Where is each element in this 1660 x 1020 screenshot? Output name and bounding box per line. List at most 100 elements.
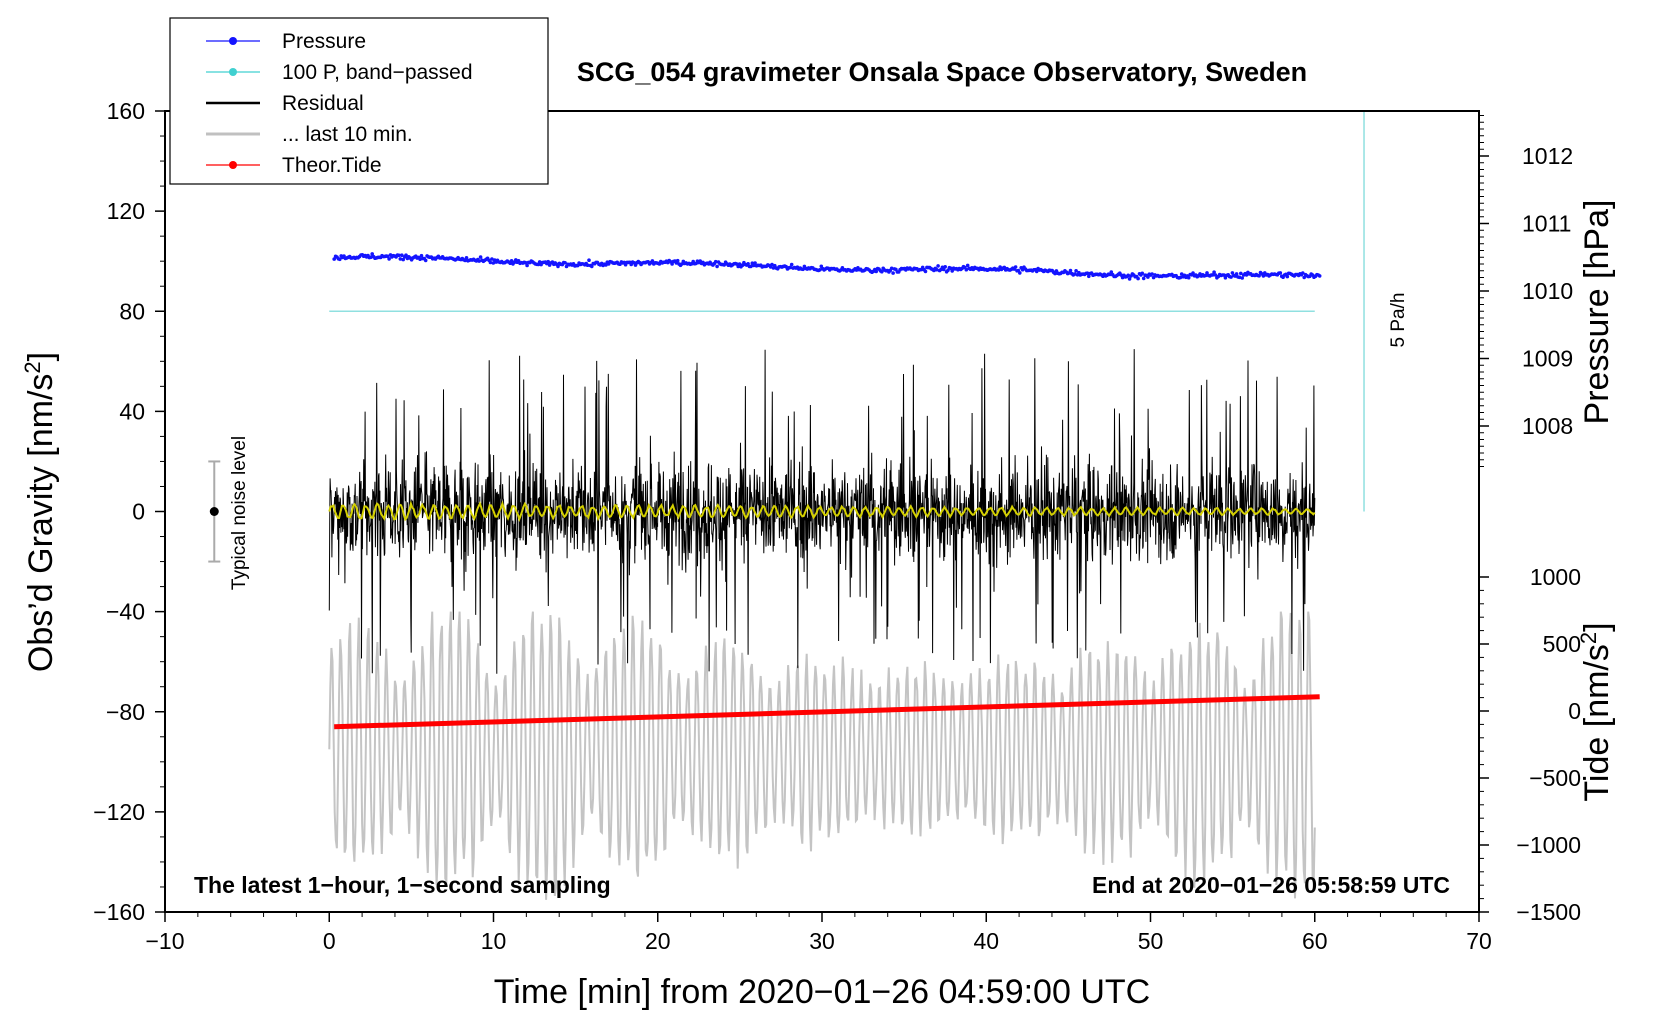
x-tick-label: 10 xyxy=(481,928,507,954)
pressure-point xyxy=(713,259,718,264)
pressure-point xyxy=(563,261,567,265)
noise-level-label: Typical noise level xyxy=(229,436,250,590)
pressure-point xyxy=(936,264,940,268)
pressure-point xyxy=(1186,275,1191,280)
pressure-point xyxy=(401,257,406,262)
pressure-point xyxy=(404,253,408,257)
pressure-point xyxy=(880,269,884,274)
pressure-point xyxy=(387,257,391,261)
pressure-point xyxy=(996,268,1001,272)
last-10-min-line xyxy=(328,611,1316,900)
pressure-series xyxy=(332,252,1322,281)
end-time-note: End at 2020−01−26 05:58:59 UTC xyxy=(1092,872,1450,898)
pressure-point xyxy=(1191,271,1195,275)
y-tick-label: 120 xyxy=(107,198,145,224)
pressure-tick-label: 1011 xyxy=(1522,211,1571,237)
x-tick-label: 60 xyxy=(1302,928,1328,954)
tide-tick-label: −1000 xyxy=(1516,832,1581,858)
pressure-point xyxy=(964,267,969,272)
legend-marker xyxy=(229,37,237,45)
y-tick-label: 0 xyxy=(132,499,145,525)
pressure-point xyxy=(1151,275,1156,280)
pressure-point xyxy=(1136,276,1140,281)
pressure-point xyxy=(604,263,608,267)
pressure-point xyxy=(525,263,529,268)
pressure-point xyxy=(369,255,373,259)
pressure-point xyxy=(338,257,342,262)
pressure-point xyxy=(889,266,894,271)
pressure-point xyxy=(1018,271,1022,275)
pressure-point xyxy=(1074,269,1078,273)
tide-axis: 1000 500 0 −500 −1000 −1500 xyxy=(1479,564,1581,925)
legend-label: Residual xyxy=(282,92,364,115)
pressure-point xyxy=(587,258,591,263)
pressure-point xyxy=(753,261,757,265)
y-tick-label: −40 xyxy=(106,599,145,625)
smoothed-residual-line xyxy=(328,500,1316,523)
pressure-point xyxy=(1053,271,1057,276)
legend-marker xyxy=(229,161,237,169)
pressure-point xyxy=(1237,275,1242,280)
pressure-point xyxy=(1179,272,1184,276)
pressure-point xyxy=(1034,269,1039,274)
pressure-point xyxy=(1278,271,1283,275)
theoretical-tide-line xyxy=(334,694,1320,730)
legend-label: 100 P, band−passed xyxy=(282,61,473,84)
pressure-point xyxy=(523,260,528,265)
pressure-point xyxy=(537,260,542,264)
pressure-point xyxy=(398,257,403,261)
x-axis-label: Time [min] from 2020−01−26 04:59:00 UTC xyxy=(494,973,1150,1011)
pressure-point xyxy=(1212,270,1216,275)
pressure-point xyxy=(1068,268,1073,273)
pressure-point xyxy=(423,258,428,263)
pressure-point xyxy=(585,263,590,268)
tide-axis-label: Tide [nm/s2] xyxy=(1576,622,1617,801)
pressure-point xyxy=(419,253,424,258)
plot-area xyxy=(208,111,1365,900)
pressure-point xyxy=(746,262,750,266)
x-tick-label: 0 xyxy=(323,928,336,954)
pressure-point xyxy=(332,257,337,261)
pressure-point xyxy=(1240,276,1244,280)
tide-tick-label: 1000 xyxy=(1530,564,1581,590)
pressure-point xyxy=(1239,271,1243,276)
rate-marker-label: 5 Pa/h xyxy=(1388,293,1409,348)
pressure-point xyxy=(1140,271,1145,276)
pressure-point xyxy=(1210,273,1215,277)
pressure-point xyxy=(556,264,560,269)
pressure-point xyxy=(1150,272,1154,276)
pressure-tick-label: 1009 xyxy=(1522,346,1573,372)
tide-tick-label: −500 xyxy=(1529,765,1581,791)
pressure-point xyxy=(1234,272,1239,276)
x-axis: −10 0 10 20 30 40 50 60 70 xyxy=(145,912,1492,954)
y-tick-label: −80 xyxy=(106,699,145,725)
legend-label: Pressure xyxy=(282,30,366,53)
legend-box xyxy=(169,17,549,185)
pressure-tick-label: 1010 xyxy=(1522,278,1573,304)
chart-title: SCG_054 gravimeter Onsala Space Observat… xyxy=(577,57,1307,87)
pressure-point xyxy=(477,259,482,263)
y-tick-label: 80 xyxy=(119,298,145,324)
pressure-point xyxy=(488,260,493,265)
pressure-point xyxy=(464,255,469,260)
pressure-point xyxy=(675,258,680,263)
legend-label: ... last 10 min. xyxy=(282,123,413,146)
pressure-point xyxy=(418,257,422,262)
y-tick-label: −160 xyxy=(93,899,145,925)
pressure-point xyxy=(1230,271,1235,275)
sampling-note: The latest 1−hour, 1−second sampling xyxy=(194,872,611,898)
x-tick-label: 70 xyxy=(1466,928,1492,954)
pressure-point xyxy=(818,268,822,272)
y-tick-label: 40 xyxy=(119,398,145,424)
pressure-point xyxy=(1302,275,1306,280)
pressure-point xyxy=(400,253,404,257)
pressure-point xyxy=(1229,275,1233,279)
pressure-point xyxy=(1285,274,1290,279)
pressure-point xyxy=(397,253,401,258)
pressure-point xyxy=(370,252,375,256)
x-tick-label: −10 xyxy=(145,928,184,954)
pressure-point xyxy=(590,264,594,269)
pressure-point xyxy=(478,255,483,259)
pressure-point xyxy=(1141,276,1146,281)
